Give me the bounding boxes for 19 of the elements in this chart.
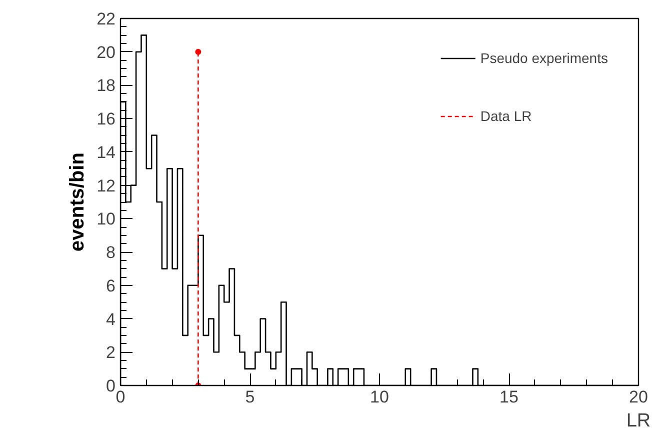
y-tick-label: 4	[106, 310, 116, 329]
x-tick-label: 5	[245, 388, 255, 406]
x-tick-label: 15	[500, 388, 518, 406]
y-tick-label: 22	[96, 10, 116, 28]
y-tick-label: 10	[96, 210, 116, 229]
x-tick-label: 20	[629, 388, 648, 406]
y-axis-title: events/bin	[66, 152, 89, 252]
x-tick-label: 10	[370, 388, 389, 406]
y-tick-label: 8	[106, 243, 116, 262]
legend-label: Data LR	[480, 108, 532, 124]
y-tick-label: 12	[96, 176, 116, 196]
y-tick-label: 2	[106, 343, 116, 362]
y-tick-label: 14	[96, 142, 116, 162]
y-tick-label: 20	[96, 42, 116, 62]
y-tick-label: 18	[96, 76, 116, 96]
y-tick-label: 16	[96, 110, 116, 129]
legend-label: Pseudo experiments	[480, 50, 608, 66]
y-tick-label: 6	[106, 276, 116, 296]
x-axis-title: LR	[626, 410, 651, 432]
